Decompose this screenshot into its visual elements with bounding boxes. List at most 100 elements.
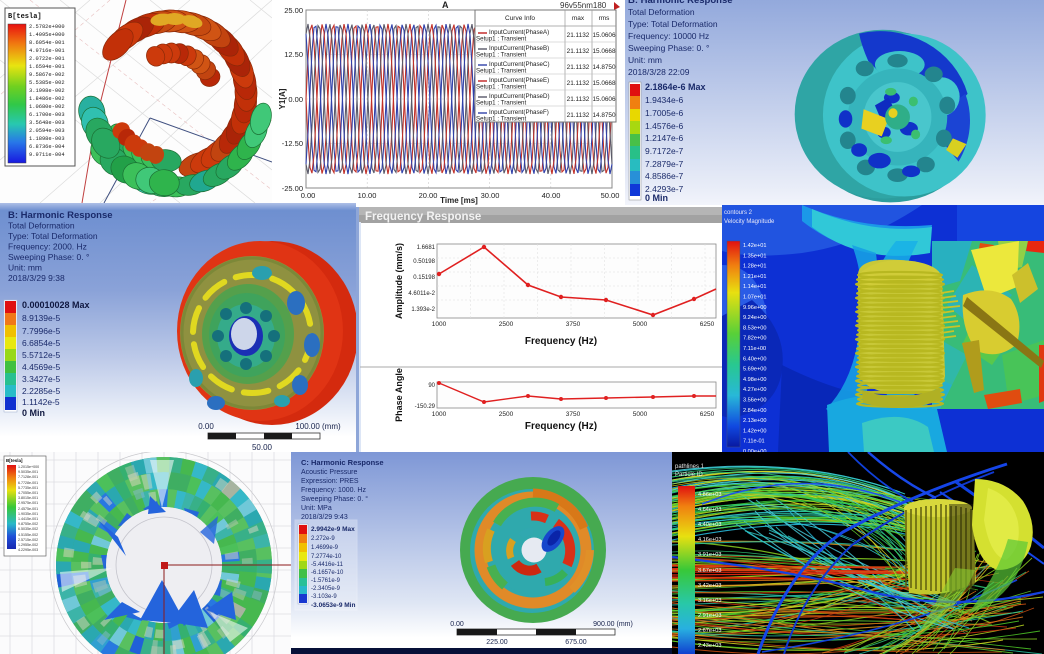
svg-text:14.8750: 14.8750 [592, 112, 616, 119]
svg-text:15.0668: 15.0668 [592, 80, 616, 87]
svg-text:1.393e-2: 1.393e-2 [411, 307, 435, 313]
svg-text:4.9716e-001: 4.9716e-001 [29, 48, 65, 54]
svg-text:9.9711e-004: 9.9711e-004 [29, 152, 65, 158]
svg-text:0.00: 0.00 [450, 621, 464, 628]
svg-text:1.42e+00: 1.42e+00 [743, 428, 767, 434]
svg-text:7.2774e-10: 7.2774e-10 [311, 554, 342, 560]
svg-text:rms: rms [599, 15, 611, 22]
svg-text:Setup1 : Transient: Setup1 : Transient [476, 52, 526, 59]
svg-text:2.9942e-9 Max: 2.9942e-9 Max [311, 526, 355, 533]
svg-text:2500: 2500 [499, 321, 514, 328]
svg-text:InputCurrent(PhaseE): InputCurrent(PhaseE) [489, 77, 549, 84]
svg-text:6.1700e-003: 6.1700e-003 [29, 112, 65, 118]
svg-text:1.8486e-002: 1.8486e-002 [29, 96, 65, 102]
svg-text:Setup1 : Transient: Setup1 : Transient [476, 116, 526, 123]
svg-text:30.00: 30.00 [481, 191, 500, 200]
svg-text:7.82e+00: 7.82e+00 [743, 336, 767, 342]
svg-text:Time [ms]: Time [ms] [440, 196, 478, 205]
svg-text:Sweeping Phase: 0. °: Sweeping Phase: 0. ° [8, 252, 89, 262]
svg-text:2018/3/29 9:38: 2018/3/29 9:38 [8, 273, 65, 283]
svg-text:4.98e+00: 4.98e+00 [743, 377, 767, 383]
svg-text:50.00: 50.00 [252, 443, 273, 452]
svg-text:B: Harmonic Response: B: Harmonic Response [628, 0, 733, 6]
svg-text:C: Harmonic Response: C: Harmonic Response [301, 458, 384, 467]
svg-text:2.9575e-001: 2.9575e-001 [18, 501, 38, 505]
svg-text:4.7055e-001: 4.7055e-001 [18, 491, 38, 495]
svg-text:25.00: 25.00 [284, 6, 303, 15]
svg-text:675.00: 675.00 [565, 639, 587, 646]
svg-text:1.2015e+000: 1.2015e+000 [18, 465, 39, 469]
svg-text:Particle ID: Particle ID [675, 472, 703, 478]
svg-text:21.1132: 21.1132 [567, 96, 590, 103]
svg-text:0.00e+00: 0.00e+00 [743, 449, 767, 452]
svg-text:Sweeping Phase: 0. °: Sweeping Phase: 0. ° [628, 43, 709, 53]
svg-text:3.67e+03: 3.67e+03 [698, 568, 722, 574]
svg-text:50.00: 50.00 [601, 191, 620, 200]
svg-text:-2.3405e-9: -2.3405e-9 [311, 586, 341, 592]
svg-text:9.24e+00: 9.24e+00 [743, 315, 767, 321]
svg-text:Setup1 : Transient: Setup1 : Transient [476, 100, 526, 107]
svg-text:1.4699e-9: 1.4699e-9 [311, 545, 339, 551]
svg-text:2.5782e+000: 2.5782e+000 [29, 24, 65, 30]
svg-text:900.00 (mm): 900.00 (mm) [593, 621, 633, 628]
svg-text:B: Harmonic Response: B: Harmonic Response [8, 210, 113, 221]
svg-text:Unit: MPa: Unit: MPa [301, 505, 332, 512]
svg-text:Phase Angle: Phase Angle [394, 368, 404, 422]
svg-text:96v55nm180: 96v55nm180 [560, 1, 607, 10]
svg-text:2.67e+03: 2.67e+03 [698, 628, 722, 634]
svg-text:3.56e+00: 3.56e+00 [743, 398, 767, 404]
svg-text:0.00: 0.00 [301, 191, 316, 200]
svg-text:4.64e+03: 4.64e+03 [698, 507, 722, 513]
svg-text:2.13e+00: 2.13e+00 [743, 418, 767, 424]
svg-text:-3.0653e-9 Min: -3.0653e-9 Min [311, 602, 355, 609]
svg-text:1.7005e-6: 1.7005e-6 [645, 108, 684, 118]
svg-text:0 Min: 0 Min [22, 408, 45, 418]
svg-text:40.00: 40.00 [542, 191, 561, 200]
svg-text:Expression: PRES: Expression: PRES [301, 478, 359, 485]
svg-text:15.0668: 15.0668 [592, 48, 616, 55]
svg-text:4.5155e-002: 4.5155e-002 [18, 533, 38, 537]
svg-text:Total Deformation: Total Deformation [628, 7, 695, 17]
svg-text:0.50198: 0.50198 [413, 259, 435, 265]
svg-text:1.14e+01: 1.14e+01 [743, 284, 767, 290]
svg-text:1.35e+01: 1.35e+01 [743, 253, 767, 259]
svg-text:1.2147e-6: 1.2147e-6 [645, 133, 684, 143]
svg-text:max: max [572, 15, 585, 22]
svg-text:Acoustic Pressure: Acoustic Pressure [301, 469, 358, 476]
svg-text:9.5867e-002: 9.5867e-002 [29, 72, 65, 78]
svg-text:15.0606: 15.0606 [592, 32, 616, 39]
svg-text:Amplitude (mm/s): Amplitude (mm/s) [394, 243, 404, 319]
svg-text:9.96e+00: 9.96e+00 [743, 305, 767, 311]
svg-text:7.11e-01: 7.11e-01 [743, 439, 765, 445]
svg-text:2.272e-9: 2.272e-9 [311, 536, 335, 542]
svg-text:7.2879e-7: 7.2879e-7 [645, 159, 684, 169]
svg-text:2.84e+00: 2.84e+00 [743, 408, 767, 414]
svg-text:2.91e+03: 2.91e+03 [698, 613, 722, 619]
svg-text:3.1998e-002: 3.1998e-002 [29, 88, 65, 94]
svg-text:-3.103e-9: -3.103e-9 [311, 594, 337, 600]
svg-text:-25.00: -25.00 [282, 184, 303, 193]
svg-text:0.15198: 0.15198 [413, 275, 435, 281]
svg-text:0.00: 0.00 [288, 95, 303, 104]
svg-text:4.4569e-5: 4.4569e-5 [22, 362, 61, 372]
svg-text:3.5648e-003: 3.5648e-003 [29, 120, 65, 126]
svg-text:2.4293e-7: 2.4293e-7 [645, 184, 684, 194]
svg-text:3.3427e-5: 3.3427e-5 [22, 374, 61, 384]
svg-text:90: 90 [428, 383, 435, 389]
svg-text:21.1132: 21.1132 [567, 80, 590, 87]
svg-text:2500: 2500 [499, 411, 514, 418]
svg-text:3.8015e-001: 3.8015e-001 [18, 496, 38, 500]
svg-text:21.1132: 21.1132 [567, 112, 590, 119]
svg-text:2.0594e-003: 2.0594e-003 [29, 128, 65, 134]
svg-text:A: A [442, 0, 449, 10]
svg-text:5000: 5000 [633, 321, 648, 328]
svg-text:7.7996e-5: 7.7996e-5 [22, 326, 61, 336]
svg-text:Frequency (Hz): Frequency (Hz) [525, 336, 597, 347]
svg-text:1000: 1000 [432, 321, 447, 328]
svg-text:Frequency: 2000. Hz: Frequency: 2000. Hz [8, 242, 87, 252]
svg-text:2.0722e-001: 2.0722e-001 [29, 56, 65, 62]
svg-text:Type: Total Deformation: Type: Total Deformation [8, 231, 98, 241]
svg-text:0.00010028 Max: 0.00010028 Max [22, 300, 90, 310]
svg-text:225.00: 225.00 [486, 639, 508, 646]
svg-text:7.7128e-001: 7.7128e-001 [18, 475, 38, 479]
